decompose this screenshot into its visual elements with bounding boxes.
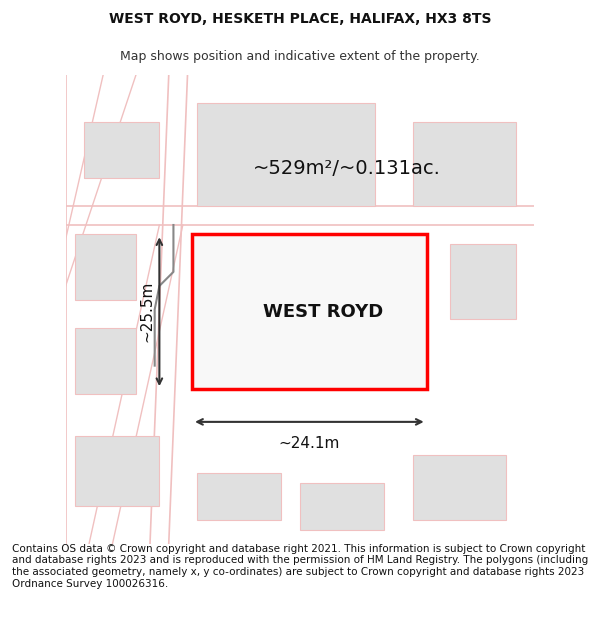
Text: WEST ROYD, HESKETH PLACE, HALIFAX, HX3 8TS: WEST ROYD, HESKETH PLACE, HALIFAX, HX3 8… xyxy=(109,12,491,26)
FancyBboxPatch shape xyxy=(197,103,375,206)
FancyBboxPatch shape xyxy=(300,482,385,530)
Text: ~529m²/~0.131ac.: ~529m²/~0.131ac. xyxy=(253,159,441,178)
Text: Contains OS data © Crown copyright and database right 2021. This information is : Contains OS data © Crown copyright and d… xyxy=(12,544,588,589)
FancyBboxPatch shape xyxy=(85,122,160,178)
FancyBboxPatch shape xyxy=(75,328,136,394)
FancyBboxPatch shape xyxy=(75,436,160,506)
FancyBboxPatch shape xyxy=(75,234,136,300)
FancyBboxPatch shape xyxy=(413,455,506,520)
Text: WEST ROYD: WEST ROYD xyxy=(263,302,383,321)
FancyBboxPatch shape xyxy=(197,474,281,520)
Text: ~25.5m: ~25.5m xyxy=(140,281,155,342)
Text: Map shows position and indicative extent of the property.: Map shows position and indicative extent… xyxy=(120,50,480,62)
Bar xyxy=(192,234,427,389)
Text: ~24.1m: ~24.1m xyxy=(278,436,340,451)
Bar xyxy=(215,248,365,366)
FancyBboxPatch shape xyxy=(413,122,515,206)
FancyBboxPatch shape xyxy=(450,244,515,319)
